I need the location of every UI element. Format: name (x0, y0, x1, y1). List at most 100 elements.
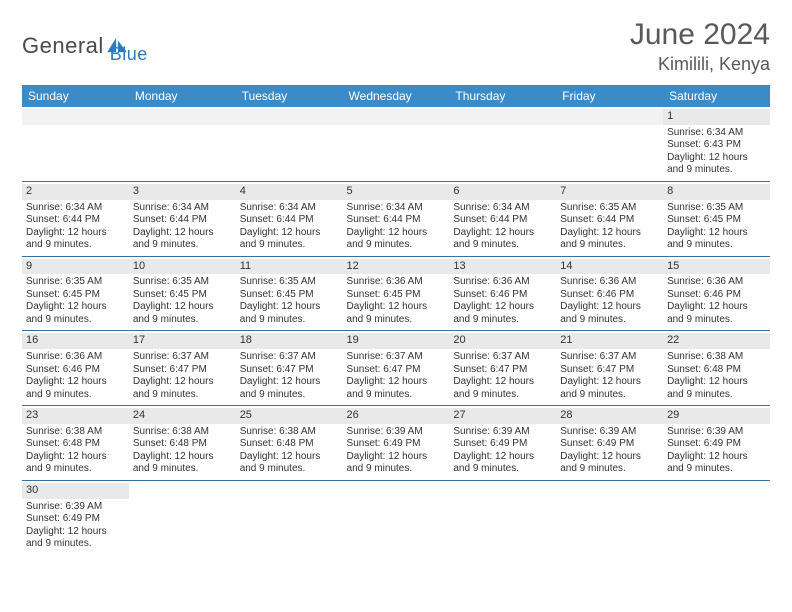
day-detail-line: and 9 minutes. (347, 389, 446, 402)
day-detail-line: Daylight: 12 hours (26, 526, 125, 539)
calendar-day-cell: 25Sunrise: 6:38 AMSunset: 6:48 PMDayligh… (236, 406, 343, 481)
day-detail-line: Daylight: 12 hours (453, 451, 552, 464)
day-details: Sunrise: 6:39 AMSunset: 6:49 PMDaylight:… (347, 426, 446, 476)
day-number: 13 (449, 259, 556, 275)
calendar-day-cell (236, 480, 343, 554)
day-number: 24 (129, 408, 236, 424)
calendar-day-cell: 2Sunrise: 6:34 AMSunset: 6:44 PMDaylight… (22, 181, 129, 256)
day-detail-line: and 9 minutes. (560, 314, 659, 327)
day-detail-line: Sunset: 6:44 PM (453, 214, 552, 227)
day-detail-line: Sunrise: 6:35 AM (667, 202, 766, 215)
day-detail-line: Sunrise: 6:34 AM (347, 202, 446, 215)
calendar-week-row: 30Sunrise: 6:39 AMSunset: 6:49 PMDayligh… (22, 480, 770, 554)
day-detail-line: Sunset: 6:49 PM (26, 513, 125, 526)
calendar-week-row: 1Sunrise: 6:34 AMSunset: 6:43 PMDaylight… (22, 107, 770, 181)
calendar-day-cell: 6Sunrise: 6:34 AMSunset: 6:44 PMDaylight… (449, 181, 556, 256)
day-detail-line: Sunset: 6:43 PM (667, 139, 766, 152)
day-details: Sunrise: 6:37 AMSunset: 6:47 PMDaylight:… (240, 351, 339, 401)
day-detail-line: Sunrise: 6:39 AM (667, 426, 766, 439)
calendar-day-cell (343, 107, 450, 181)
day-details: Sunrise: 6:34 AMSunset: 6:44 PMDaylight:… (240, 202, 339, 252)
day-details: Sunrise: 6:37 AMSunset: 6:47 PMDaylight:… (133, 351, 232, 401)
day-detail-line: Daylight: 12 hours (667, 301, 766, 314)
day-detail-line: Sunrise: 6:35 AM (133, 276, 232, 289)
day-detail-line: Sunrise: 6:37 AM (560, 351, 659, 364)
calendar-day-cell (236, 107, 343, 181)
calendar-day-cell: 26Sunrise: 6:39 AMSunset: 6:49 PMDayligh… (343, 406, 450, 481)
day-detail-line: and 9 minutes. (667, 314, 766, 327)
brand-text-part2: Blue (110, 44, 148, 65)
day-details: Sunrise: 6:36 AMSunset: 6:46 PMDaylight:… (26, 351, 125, 401)
calendar-day-cell: 11Sunrise: 6:35 AMSunset: 6:45 PMDayligh… (236, 256, 343, 331)
day-detail-line: Daylight: 12 hours (560, 451, 659, 464)
day-detail-line: and 9 minutes. (133, 239, 232, 252)
day-detail-line: Daylight: 12 hours (453, 301, 552, 314)
day-number: 23 (22, 408, 129, 424)
day-details: Sunrise: 6:36 AMSunset: 6:46 PMDaylight:… (560, 276, 659, 326)
day-number (556, 109, 663, 125)
day-details: Sunrise: 6:36 AMSunset: 6:46 PMDaylight:… (453, 276, 552, 326)
day-detail-line: Sunrise: 6:34 AM (26, 202, 125, 215)
day-detail-line: Sunrise: 6:38 AM (667, 351, 766, 364)
weekday-header: Wednesday (343, 85, 450, 107)
day-detail-line: Sunset: 6:47 PM (347, 364, 446, 377)
calendar-day-cell (22, 107, 129, 181)
day-detail-line: Sunset: 6:49 PM (667, 438, 766, 451)
calendar-week-row: 9Sunrise: 6:35 AMSunset: 6:45 PMDaylight… (22, 256, 770, 331)
day-number: 2 (22, 184, 129, 200)
calendar-day-cell: 1Sunrise: 6:34 AMSunset: 6:43 PMDaylight… (663, 107, 770, 181)
day-detail-line: Daylight: 12 hours (453, 376, 552, 389)
day-number: 25 (236, 408, 343, 424)
day-number: 28 (556, 408, 663, 424)
day-number: 20 (449, 333, 556, 349)
day-detail-line: Daylight: 12 hours (133, 451, 232, 464)
day-detail-line: and 9 minutes. (347, 314, 446, 327)
day-detail-line: Sunset: 6:47 PM (240, 364, 339, 377)
day-detail-line: Daylight: 12 hours (560, 301, 659, 314)
calendar-day-cell: 16 Sunrise: 6:36 AMSunset: 6:46 PMDayligh… (22, 331, 129, 406)
day-detail-line: Daylight: 12 hours (347, 376, 446, 389)
day-detail-line: Sunset: 6:48 PM (26, 438, 125, 451)
calendar-day-cell: 4 Sunrise: 6:34 AMSunset: 6:44 PMDaylight… (236, 181, 343, 256)
day-number: 15 (663, 259, 770, 275)
brand-text-part1: General (22, 33, 104, 59)
day-details: Sunrise: 6:37 AMSunset: 6:47 PMDaylight:… (560, 351, 659, 401)
day-detail-line: Sunrise: 6:34 AM (667, 127, 766, 140)
day-details: Sunrise: 6:35 AMSunset: 6:45 PMDaylight:… (133, 276, 232, 326)
day-number: 16 (22, 333, 129, 349)
location-label: Kimilili, Kenya (630, 54, 770, 75)
day-number: 21 (556, 333, 663, 349)
calendar-day-cell (663, 480, 770, 554)
day-detail-line: and 9 minutes. (667, 463, 766, 476)
day-detail-line: and 9 minutes. (667, 164, 766, 177)
day-detail-line: Sunset: 6:47 PM (560, 364, 659, 377)
day-details: Sunrise: 6:35 AMSunset: 6:45 PMDaylight:… (26, 276, 125, 326)
day-number (22, 109, 129, 125)
day-detail-line: Sunset: 6:49 PM (347, 438, 446, 451)
calendar-day-cell: 10Sunrise: 6:35 AMSunset: 6:45 PMDayligh… (129, 256, 236, 331)
day-detail-line: Sunrise: 6:38 AM (240, 426, 339, 439)
day-number: 22 (663, 333, 770, 349)
day-detail-line: Daylight: 12 hours (240, 227, 339, 240)
day-detail-line: Sunset: 6:46 PM (453, 289, 552, 302)
day-number: 14 (556, 259, 663, 275)
calendar-day-cell (449, 107, 556, 181)
calendar-day-cell: 21 Sunrise: 6:37 AMSunset: 6:47 PMDayligh… (556, 331, 663, 406)
day-details: Sunrise: 6:37 AMSunset: 6:47 PMDaylight:… (453, 351, 552, 401)
day-details: Sunrise: 6:34 AMSunset: 6:44 PMDaylight:… (347, 202, 446, 252)
day-detail-line: and 9 minutes. (240, 239, 339, 252)
day-number: 4 (236, 184, 343, 200)
day-details: Sunrise: 6:36 AMSunset: 6:46 PMDaylight:… (667, 276, 766, 326)
day-detail-line: and 9 minutes. (26, 389, 125, 402)
day-detail-line: Sunrise: 6:39 AM (347, 426, 446, 439)
calendar-day-cell: 5Sunrise: 6:34 AMSunset: 6:44 PMDaylight… (343, 181, 450, 256)
calendar-day-cell (449, 480, 556, 554)
brand-logo: General Blue (22, 26, 148, 65)
day-detail-line: Daylight: 12 hours (667, 376, 766, 389)
day-detail-line: and 9 minutes. (667, 389, 766, 402)
day-detail-line: Sunset: 6:46 PM (560, 289, 659, 302)
day-detail-line: Sunset: 6:44 PM (560, 214, 659, 227)
calendar-table: Sunday Monday Tuesday Wednesday Thursday… (22, 85, 770, 555)
calendar-day-cell: 3Sunrise: 6:34 AMSunset: 6:44 PMDaylight… (129, 181, 236, 256)
day-detail-line: Sunset: 6:49 PM (453, 438, 552, 451)
